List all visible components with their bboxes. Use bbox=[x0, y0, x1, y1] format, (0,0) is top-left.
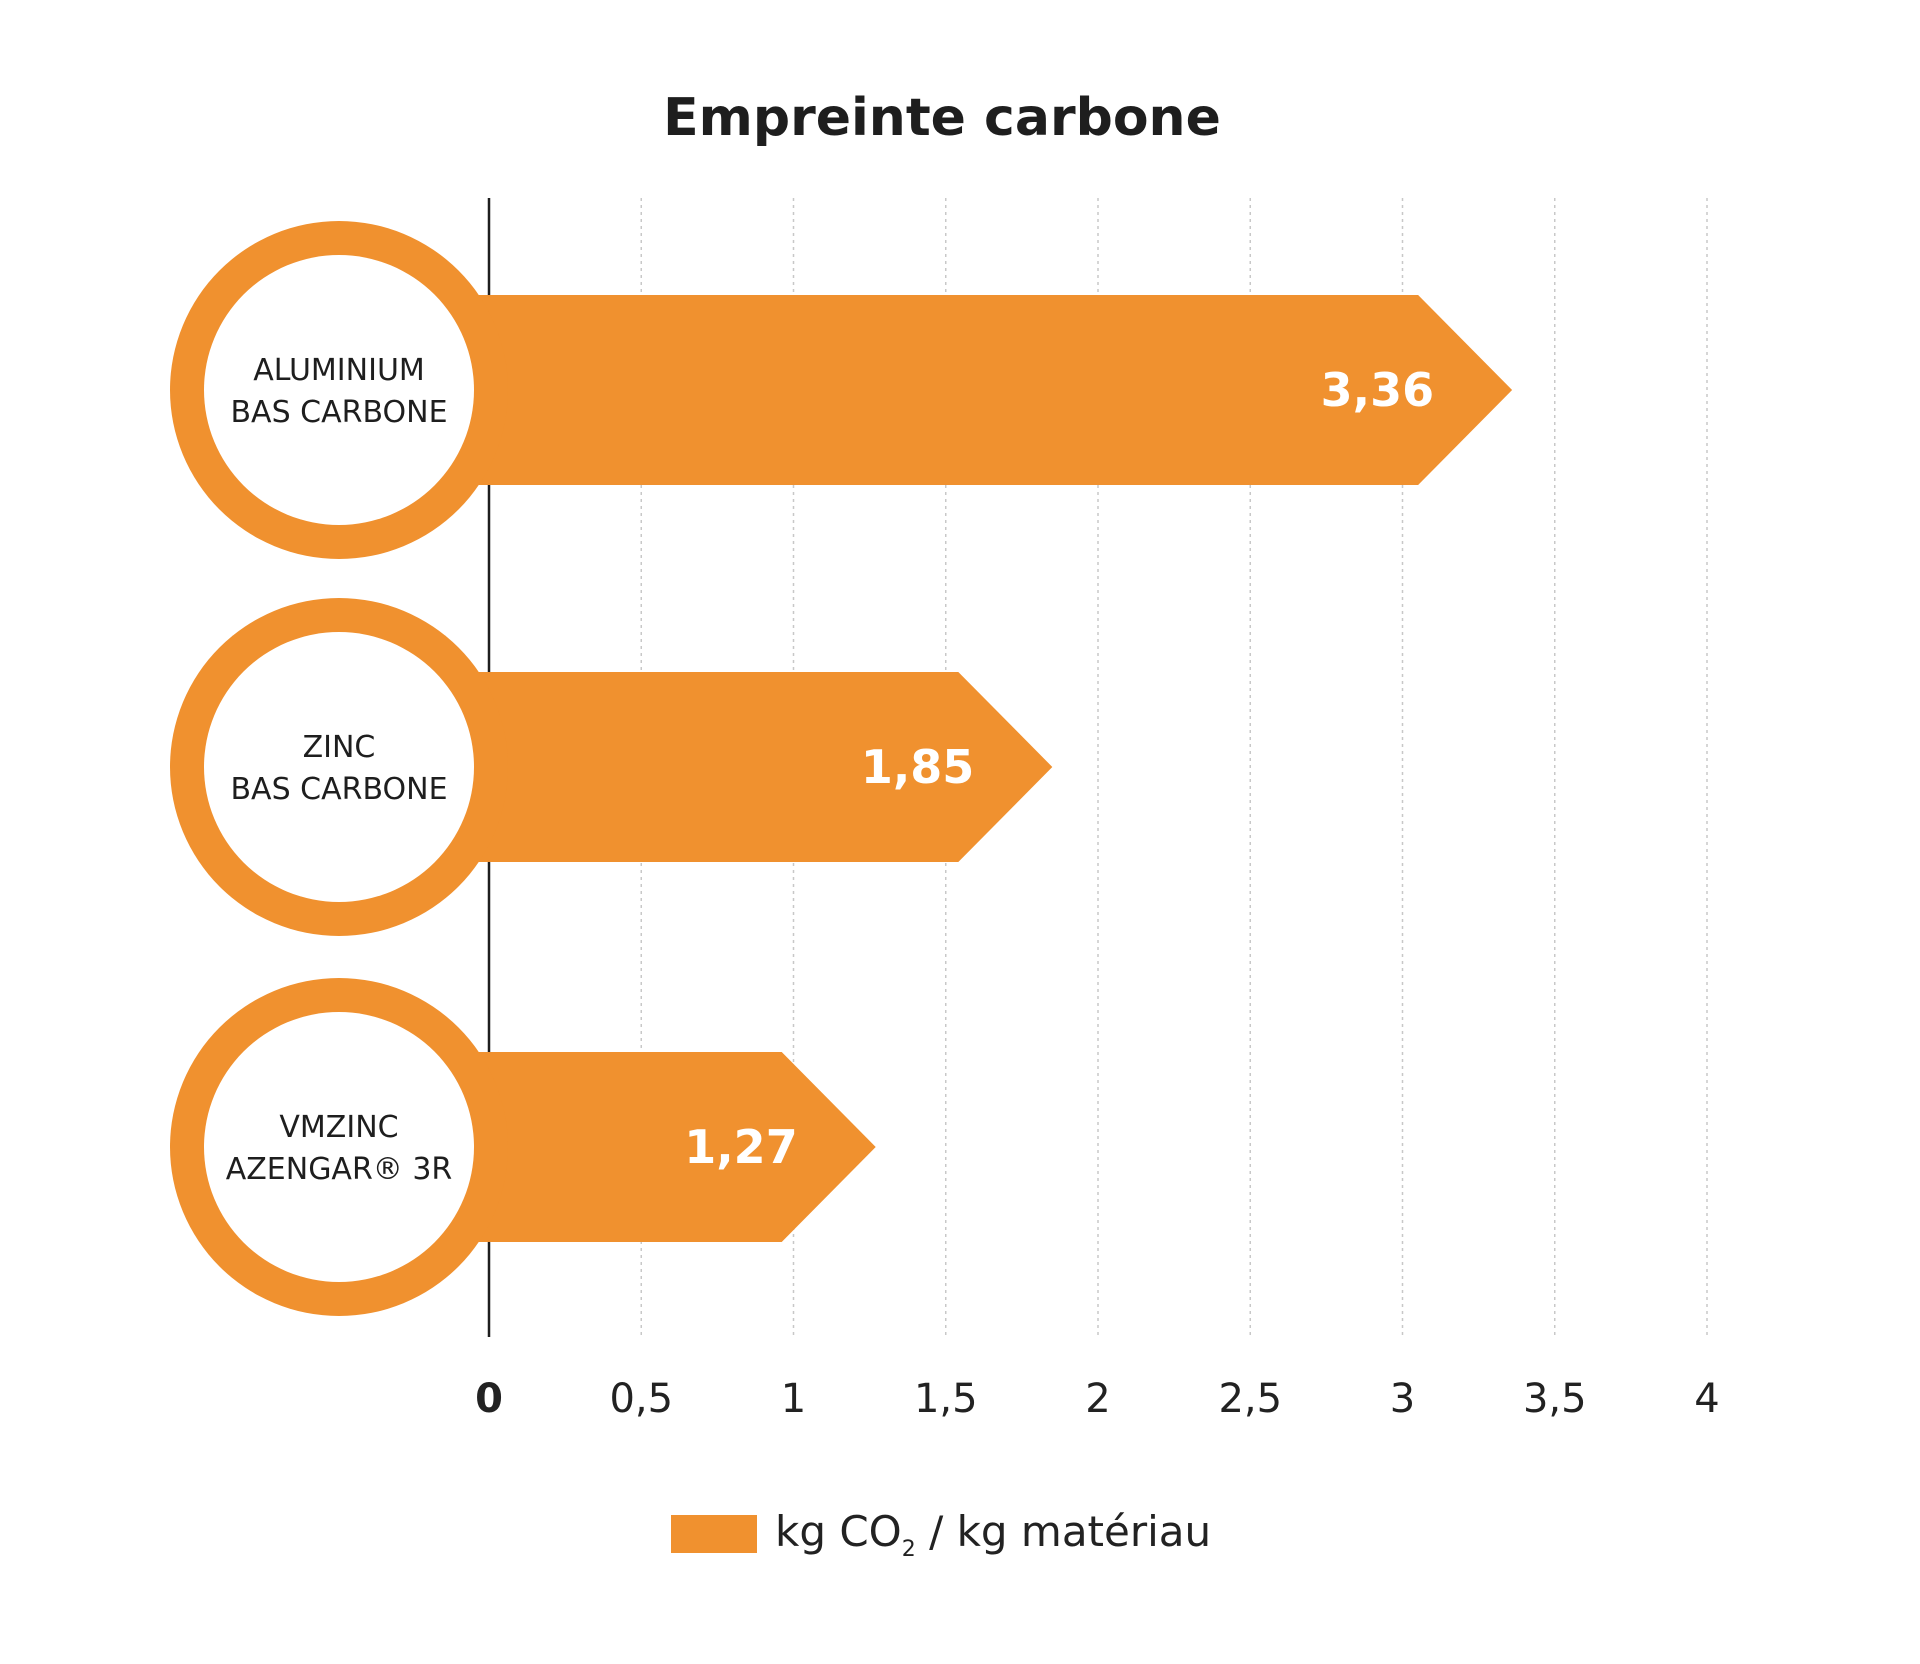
category-label-1-1: BAS CARBONE bbox=[230, 772, 447, 807]
bar-0 bbox=[339, 295, 1513, 485]
category-label-0-0: ALUMINIUM bbox=[253, 353, 425, 388]
x-tick-label-8: 4 bbox=[1694, 1376, 1719, 1422]
category-label-2-0: VMZINC bbox=[279, 1110, 398, 1145]
legend-swatch bbox=[671, 1515, 757, 1553]
category-badge-1 bbox=[204, 632, 474, 902]
x-tick-label-1: 0,5 bbox=[609, 1376, 673, 1422]
category-label-1-0: ZINC bbox=[303, 730, 376, 765]
x-tick-label-2: 1 bbox=[781, 1376, 806, 1422]
data-label-1: 1,85 bbox=[861, 740, 975, 794]
x-tick-label-0: 0 bbox=[475, 1376, 503, 1422]
category-badge-2 bbox=[204, 1012, 474, 1282]
legend-label: kg CO2 / kg matériau bbox=[775, 1506, 1212, 1562]
data-label-2: 1,27 bbox=[684, 1120, 798, 1174]
x-tick-label-5: 2,5 bbox=[1218, 1376, 1282, 1422]
chart-title: Empreinte carbone bbox=[663, 88, 1221, 148]
bar-1 bbox=[339, 672, 1053, 862]
x-tick-label-3: 1,5 bbox=[914, 1376, 978, 1422]
category-badge-0 bbox=[204, 255, 474, 525]
category-label-2-1: AZENGAR® 3R bbox=[226, 1152, 453, 1187]
x-tick-label-7: 3,5 bbox=[1523, 1376, 1587, 1422]
legend: kg CO2 / kg matériau bbox=[671, 1507, 1211, 1562]
category-label-0-1: BAS CARBONE bbox=[230, 395, 447, 430]
data-label-0: 3,36 bbox=[1321, 363, 1435, 417]
x-tick-label-4: 2 bbox=[1085, 1376, 1110, 1422]
x-tick-label-6: 3 bbox=[1390, 1376, 1415, 1422]
